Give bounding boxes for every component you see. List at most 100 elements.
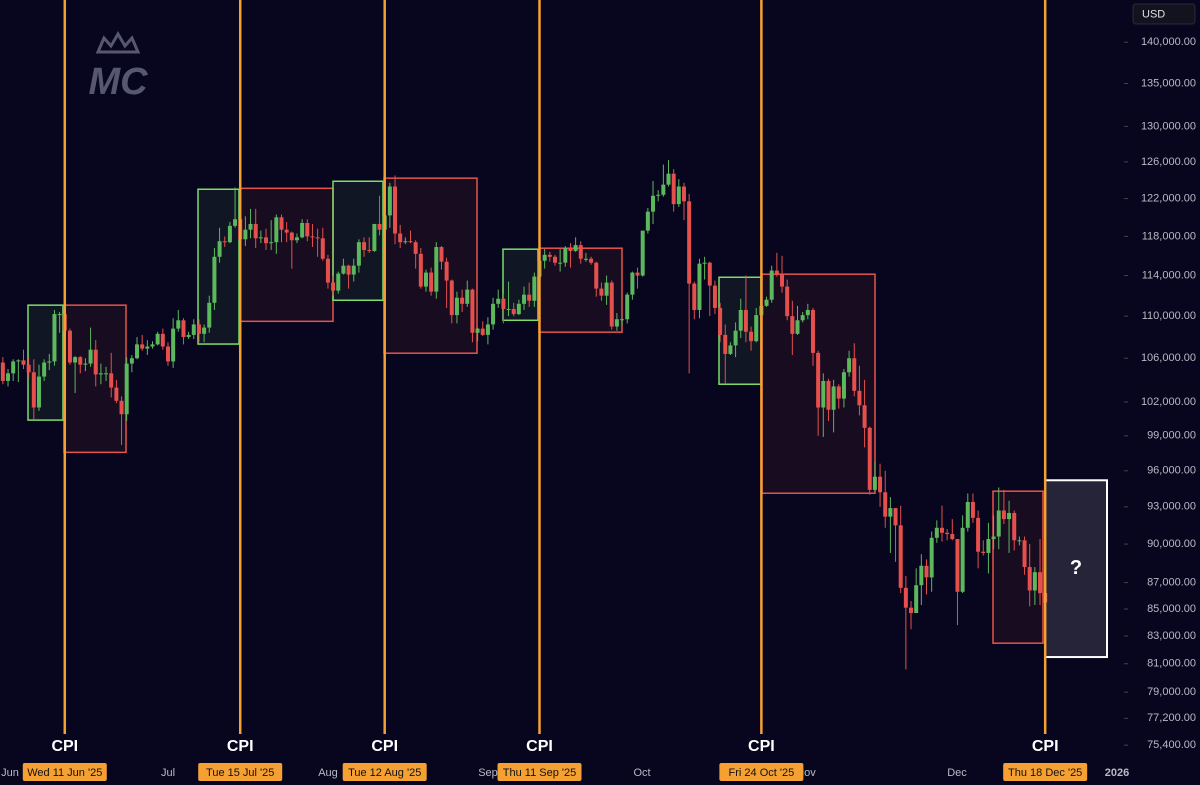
- candle-body: [496, 298, 501, 304]
- candle-body: [258, 237, 263, 239]
- candle-body: [145, 346, 150, 349]
- candle-body: [83, 363, 88, 365]
- candle-body: [516, 303, 521, 315]
- candle-body: [769, 270, 774, 300]
- x-tick-label: 2026: [1105, 767, 1129, 779]
- candle-body: [965, 501, 970, 528]
- currency-box: [1132, 3, 1196, 25]
- x-tick-label: Dec: [947, 767, 967, 779]
- candle-body: [423, 272, 428, 287]
- candle-body: [630, 272, 635, 295]
- candle-body: [155, 333, 160, 345]
- candle-body: [11, 361, 16, 374]
- candle-body: [878, 476, 883, 493]
- candle-body: [826, 380, 831, 410]
- candle-body: [914, 585, 919, 614]
- logo-text: MC: [88, 61, 148, 103]
- candle-body: [909, 607, 914, 614]
- candle-body: [831, 386, 836, 410]
- candle-body: [733, 330, 738, 346]
- event-date-box: [1003, 763, 1088, 781]
- candle-body: [248, 223, 253, 230]
- logo-crown: [95, 31, 141, 54]
- candle-body: [346, 265, 351, 275]
- candle-body: [356, 242, 361, 266]
- candle-body: [501, 298, 506, 309]
- candle-body: [888, 508, 893, 517]
- candle-body: [563, 248, 568, 263]
- candle-body: [140, 344, 145, 349]
- candle-body: [867, 427, 872, 490]
- range-box: [383, 177, 478, 354]
- candle-body: [604, 282, 609, 296]
- candle-body: [320, 238, 325, 259]
- candle-body: [558, 262, 563, 264]
- candle-body: [460, 297, 465, 304]
- candle-body: [217, 241, 222, 257]
- candle-body: [681, 186, 686, 202]
- candle-body: [264, 237, 269, 244]
- candle-body: [114, 387, 119, 401]
- candle-body: [403, 241, 408, 243]
- event-date: Wed 11 Jun '25: [27, 767, 102, 779]
- candle-body: [790, 316, 795, 334]
- candle-body: [939, 527, 944, 533]
- candle-body: [573, 245, 578, 251]
- candle-body: [960, 527, 965, 592]
- candle-body: [351, 265, 356, 275]
- candle-body: [129, 358, 134, 364]
- candle-body: [749, 331, 754, 342]
- candle-body: [233, 219, 238, 226]
- candle-body: [656, 194, 661, 196]
- candle-body: [300, 223, 305, 238]
- candle-body: [583, 258, 588, 260]
- candle-body: [661, 184, 666, 195]
- candle-body: [42, 362, 47, 377]
- range-box: [197, 188, 240, 345]
- candle-body: [552, 256, 557, 263]
- candle-body: [341, 265, 346, 274]
- y-tick-label: 122,000.00: [1141, 192, 1196, 204]
- candle-body: [289, 232, 294, 241]
- candle-body: [795, 320, 800, 334]
- candle-body: [800, 315, 805, 321]
- range-box: [239, 187, 334, 323]
- candle-body: [57, 314, 62, 316]
- candle-body: [970, 501, 975, 518]
- candle-body: [950, 534, 955, 540]
- candle-body: [98, 373, 103, 375]
- candle-body: [413, 242, 418, 254]
- candle-body: [816, 352, 821, 408]
- candle-body: [1038, 572, 1043, 594]
- candle-body: [124, 363, 129, 415]
- candle-body: [568, 248, 573, 251]
- candle-body: [945, 532, 950, 535]
- candle-body: [594, 262, 599, 289]
- event-date-box: [719, 763, 804, 781]
- candle-body: [857, 390, 862, 406]
- candle-body: [279, 217, 284, 230]
- candle-body: [532, 276, 537, 301]
- candle-body: [1017, 540, 1022, 542]
- candles: [0, 160, 1048, 670]
- candle-body: [393, 186, 398, 234]
- x-tick-label: Oct: [633, 767, 650, 779]
- candle-body: [898, 525, 903, 588]
- candle-body: [847, 358, 852, 373]
- event-date-box: [22, 763, 107, 781]
- candle-body: [578, 245, 583, 259]
- candle-body: [93, 349, 98, 375]
- forecast-label: ?: [1070, 557, 1082, 579]
- candle-body: [640, 230, 645, 276]
- candle-body: [119, 400, 124, 415]
- y-tick-label: 77,200.00: [1147, 712, 1196, 724]
- candle-body: [651, 195, 656, 212]
- candle-body: [465, 289, 470, 304]
- candle-body: [491, 303, 496, 325]
- y-tick-label: 90,000.00: [1147, 538, 1196, 550]
- candle-body: [398, 233, 403, 243]
- candle-body: [207, 302, 212, 328]
- candle-body: [955, 539, 960, 592]
- candle-body: [176, 320, 181, 329]
- y-tick-label: 126,000.00: [1141, 156, 1196, 168]
